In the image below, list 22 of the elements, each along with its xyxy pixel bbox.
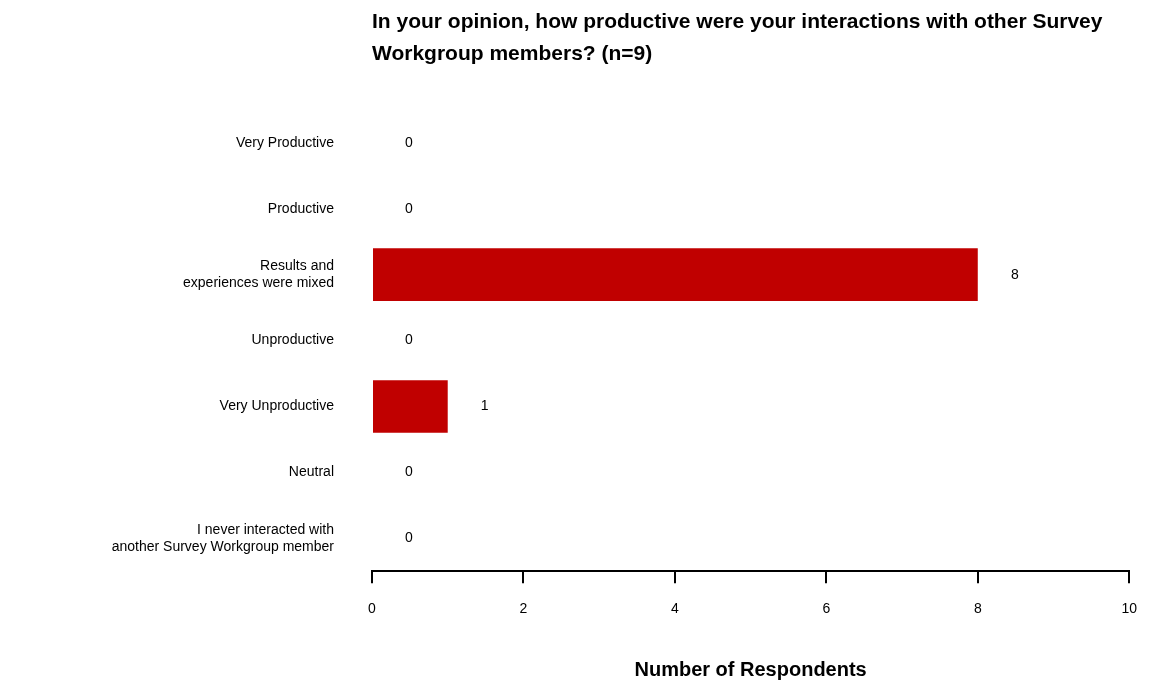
y-tick-label: Results and experiences were mixed xyxy=(183,257,334,290)
x-tick-label: 2 xyxy=(519,600,528,617)
x-tick-label: 6 xyxy=(822,600,831,617)
x-tick-label: 0 xyxy=(368,600,377,617)
x-tick-label: 8 xyxy=(973,600,982,617)
x-tick-label: 10 xyxy=(1121,600,1138,617)
y-tick-label: I never interacted with another Survey Workgroup member xyxy=(111,520,335,554)
data-label: 0 xyxy=(405,463,414,480)
x-tick-label: 4 xyxy=(670,600,679,617)
data-label: 1 xyxy=(480,397,489,414)
data-label: 0 xyxy=(405,199,414,216)
y-tick-label: Very Productive xyxy=(235,133,335,150)
y-tick-label: Unproductive xyxy=(251,331,335,348)
chart-title: In your opinion, how productive were your interactions with other Survey Workgroup members? (n=9) xyxy=(372,9,1103,65)
data-label: 0 xyxy=(405,331,414,348)
y-tick-label: Very Unproductive xyxy=(219,397,335,414)
data-label: 8 xyxy=(1010,265,1019,282)
y-tick-label: Productive xyxy=(267,199,335,216)
data-label: 0 xyxy=(405,529,414,546)
y-tick-label: Neutral xyxy=(288,463,334,480)
data-label: 0 xyxy=(405,133,414,150)
x-axis-title: Number of Respondents xyxy=(634,657,867,680)
